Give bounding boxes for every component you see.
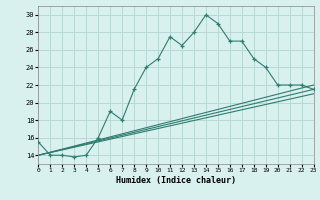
- X-axis label: Humidex (Indice chaleur): Humidex (Indice chaleur): [116, 176, 236, 185]
